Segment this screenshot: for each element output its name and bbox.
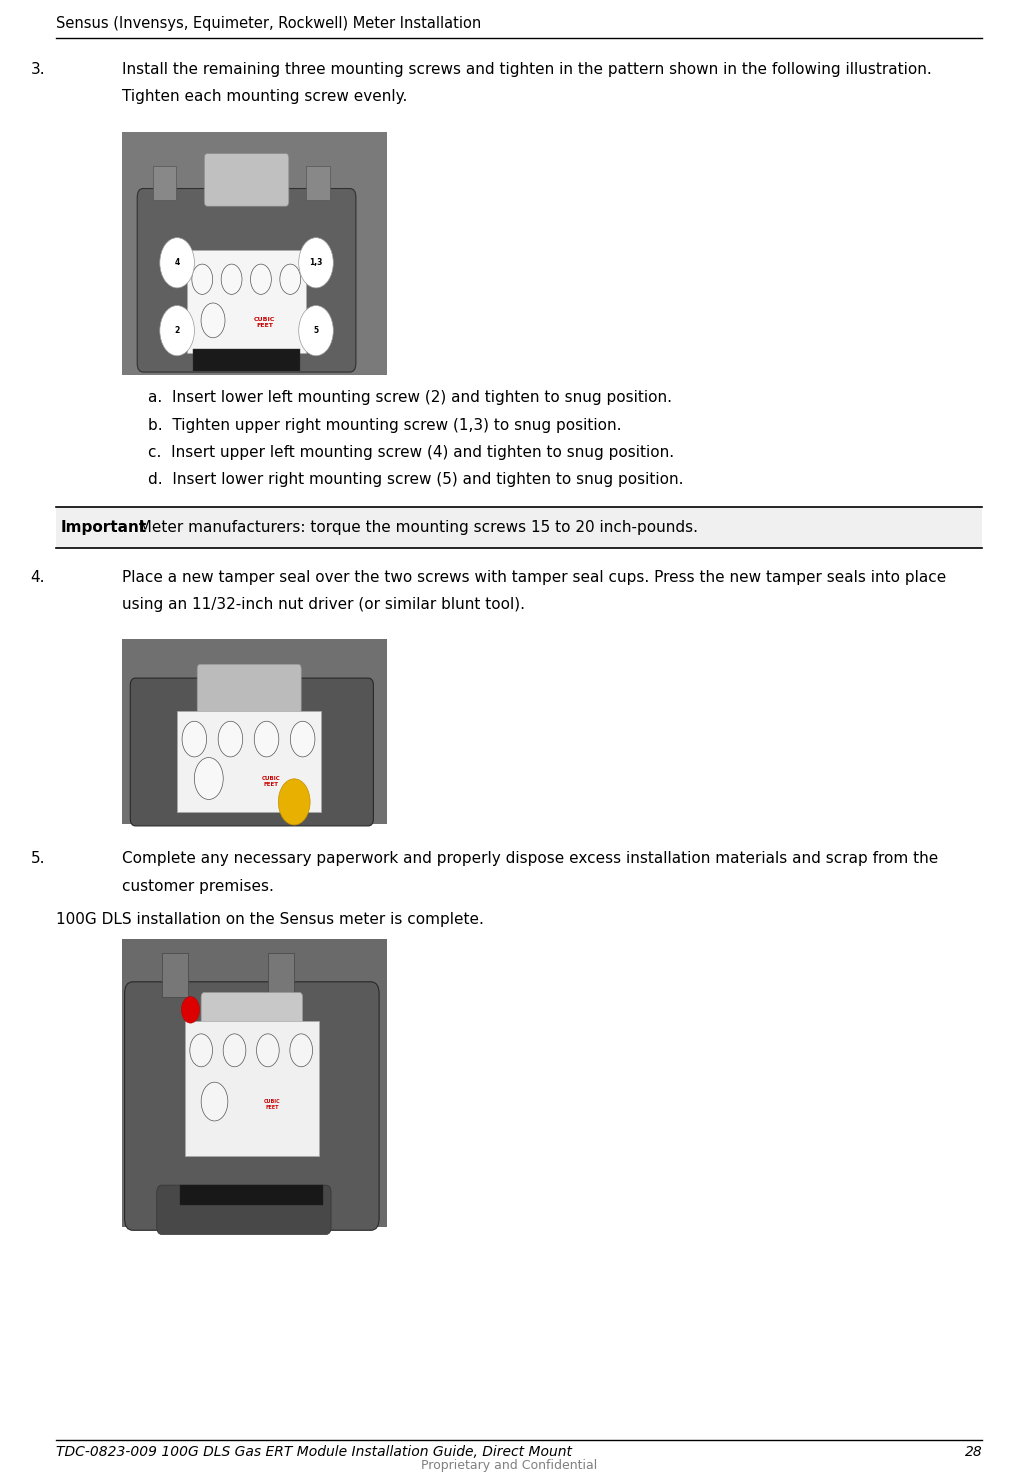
Bar xyxy=(177,711,322,811)
Circle shape xyxy=(182,721,207,757)
Circle shape xyxy=(202,1082,228,1120)
Circle shape xyxy=(290,721,315,757)
FancyBboxPatch shape xyxy=(130,678,374,826)
Circle shape xyxy=(181,996,200,1023)
Circle shape xyxy=(160,238,194,288)
Text: TDC-0823-009 100G DLS Gas ERT Module Installation Guide, Direct Mount: TDC-0823-009 100G DLS Gas ERT Module Ins… xyxy=(56,1445,572,1459)
Text: 100G DLS installation on the Sensus meter is complete.: 100G DLS installation on the Sensus mete… xyxy=(56,912,484,927)
FancyBboxPatch shape xyxy=(157,1185,331,1234)
Text: Sensus (Invensys, Equimeter, Rockwell) Meter Installation: Sensus (Invensys, Equimeter, Rockwell) M… xyxy=(56,16,482,31)
Text: CUBIC
FEET: CUBIC FEET xyxy=(264,1098,280,1110)
Text: customer premises.: customer premises. xyxy=(122,879,274,894)
Bar xyxy=(306,166,330,200)
Text: Complete any necessary paperwork and properly dispose excess installation materi: Complete any necessary paperwork and pro… xyxy=(122,851,939,866)
Circle shape xyxy=(194,758,223,800)
Bar xyxy=(186,250,306,353)
Text: 4: 4 xyxy=(174,259,180,268)
Circle shape xyxy=(189,1033,213,1067)
Text: Proprietary and Confidential: Proprietary and Confidential xyxy=(420,1459,598,1472)
FancyBboxPatch shape xyxy=(202,993,302,1048)
Bar xyxy=(122,640,387,825)
Text: using an 11/32-inch nut driver (or similar blunt tool).: using an 11/32-inch nut driver (or simil… xyxy=(122,597,525,612)
Text: 28: 28 xyxy=(965,1445,982,1459)
Bar xyxy=(185,1021,319,1156)
Text: Important: Important xyxy=(61,520,148,535)
Circle shape xyxy=(257,1033,279,1067)
Circle shape xyxy=(202,303,225,338)
Circle shape xyxy=(298,238,333,288)
Bar xyxy=(268,953,294,996)
Circle shape xyxy=(160,306,194,356)
Text: Tighten each mounting screw evenly.: Tighten each mounting screw evenly. xyxy=(122,89,407,105)
FancyBboxPatch shape xyxy=(197,664,301,714)
Bar xyxy=(162,953,188,996)
Text: 2: 2 xyxy=(174,327,180,336)
Bar xyxy=(180,1185,324,1205)
Text: CUBIC
FEET: CUBIC FEET xyxy=(253,316,275,328)
Circle shape xyxy=(280,265,300,294)
Text: 4.: 4. xyxy=(31,571,45,585)
Circle shape xyxy=(221,265,242,294)
Bar xyxy=(153,166,176,200)
Circle shape xyxy=(191,265,213,294)
Bar xyxy=(56,507,982,548)
Text: Place a new tamper seal over the two screws with tamper seal cups. Press the new: Place a new tamper seal over the two scr… xyxy=(122,571,947,585)
FancyBboxPatch shape xyxy=(137,189,356,372)
Text: b.  Tighten upper right mounting screw (1,3) to snug position.: b. Tighten upper right mounting screw (1… xyxy=(148,417,621,433)
Circle shape xyxy=(218,721,242,757)
Bar xyxy=(122,939,387,1227)
FancyBboxPatch shape xyxy=(124,981,379,1230)
Bar xyxy=(192,349,300,371)
Text: Install the remaining three mounting screws and tighten in the pattern shown in : Install the remaining three mounting scr… xyxy=(122,62,931,77)
Circle shape xyxy=(278,779,310,825)
Text: 5: 5 xyxy=(314,327,319,336)
FancyBboxPatch shape xyxy=(205,154,289,207)
Text: a.  Insert lower left mounting screw (2) and tighten to snug position.: a. Insert lower left mounting screw (2) … xyxy=(148,390,672,405)
Circle shape xyxy=(290,1033,313,1067)
Text: 3.: 3. xyxy=(31,62,45,77)
Bar xyxy=(122,132,387,375)
Text: d.  Insert lower right mounting screw (5) and tighten to snug position.: d. Insert lower right mounting screw (5)… xyxy=(148,471,683,488)
Circle shape xyxy=(298,306,333,356)
Circle shape xyxy=(223,1033,246,1067)
Circle shape xyxy=(250,265,272,294)
Text: 1,3: 1,3 xyxy=(309,259,323,268)
Text: CUBIC
FEET: CUBIC FEET xyxy=(262,776,280,786)
Circle shape xyxy=(254,721,279,757)
Text: 5.: 5. xyxy=(31,851,45,866)
Text: Meter manufacturers: torque the mounting screws 15 to 20 inch-pounds.: Meter manufacturers: torque the mounting… xyxy=(129,520,698,535)
Text: c.  Insert upper left mounting screw (4) and tighten to snug position.: c. Insert upper left mounting screw (4) … xyxy=(148,445,674,460)
